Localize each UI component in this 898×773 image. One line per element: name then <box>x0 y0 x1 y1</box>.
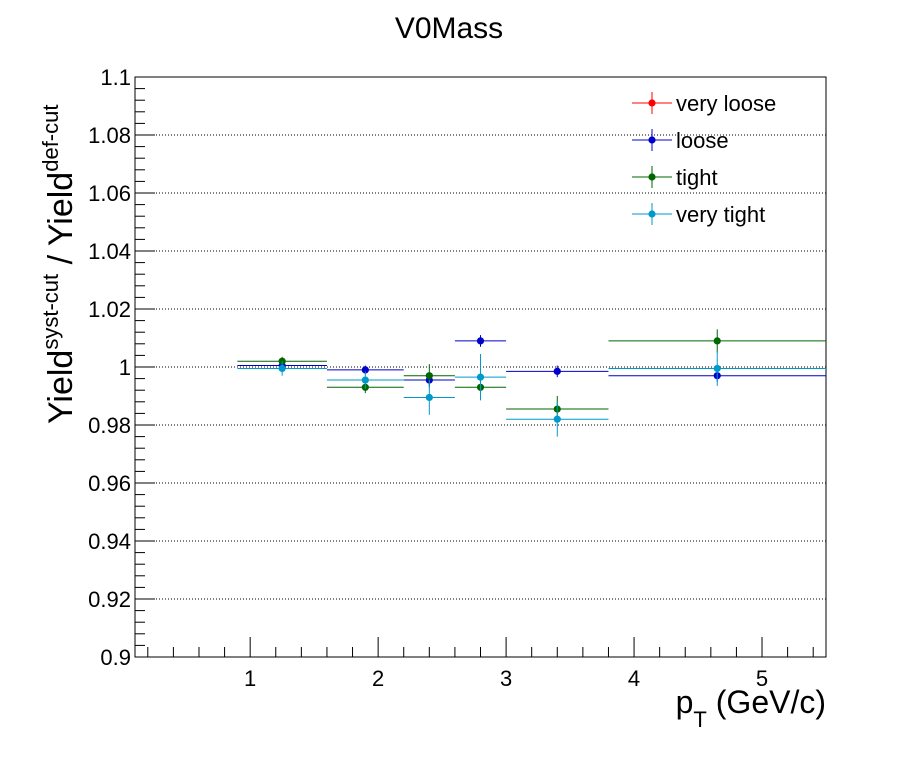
series-loose <box>237 335 826 386</box>
legend-marker <box>648 210 656 218</box>
y-tick-label: 1.04 <box>88 239 131 264</box>
data-point <box>553 367 561 375</box>
legend-label: very loose <box>676 91 776 116</box>
data-point <box>361 376 369 384</box>
data-point <box>476 337 485 345</box>
y-axis-label-b-sup: def-cut <box>38 105 63 172</box>
y-tick-label: 1.08 <box>88 123 131 148</box>
x-tick-label: 5 <box>756 666 768 691</box>
x-tick-label: 2 <box>372 666 384 691</box>
data-point <box>425 393 433 402</box>
svg-text:pT (GeV/c): pT (GeV/c) <box>676 684 826 732</box>
y-tick-label: 1.02 <box>88 297 131 322</box>
y-tick-label: 0.98 <box>88 413 131 438</box>
y-tick-label: 1 <box>119 355 131 380</box>
y-tick-label: 0.96 <box>88 471 131 496</box>
x-axis-ticks: 1 2 3 4 5 <box>147 637 814 691</box>
x-tick-label: 4 <box>628 666 640 691</box>
legend-label: loose <box>676 128 729 153</box>
x-axis-label-sub: T <box>693 707 706 732</box>
y-tick-label: 1.1 <box>100 65 131 90</box>
x-tick-label: 3 <box>500 666 512 691</box>
data-point <box>476 373 485 381</box>
x-tick-label: 1 <box>244 666 256 691</box>
legend-entry: very tight <box>632 202 765 227</box>
y-axis-label-a-sup: syst-cut <box>38 274 63 350</box>
data-point <box>425 372 433 380</box>
legend-marker <box>648 99 656 107</box>
y-tick-label: 1.06 <box>88 181 131 206</box>
series-very-tight <box>237 351 826 437</box>
legend-marker <box>648 173 656 181</box>
legend-entry: very loose <box>632 91 776 116</box>
legend: very loose loose tight very tight <box>632 91 776 227</box>
data-point <box>361 366 369 374</box>
data-series <box>237 329 826 437</box>
y-axis-ticks: 0.9 0.92 0.94 0.96 0.98 1 1.02 1.04 1.06 1.08 1.1 <box>88 65 155 670</box>
y-tick-label: 0.92 <box>88 587 131 612</box>
y-axis-label-a: Yield <box>42 350 80 424</box>
legend-label: very tight <box>676 202 765 227</box>
y-tick-label: 0.94 <box>88 529 131 554</box>
legend-entry: tight <box>632 165 718 190</box>
data-point <box>278 364 286 373</box>
legend-marker <box>648 136 656 144</box>
legend-label: tight <box>676 165 718 190</box>
legend-entry: loose <box>632 128 729 153</box>
x-axis-label-main: p <box>676 684 694 720</box>
x-axis-label: pT (GeV/c) <box>676 684 826 732</box>
svg-text:Yieldsyst-cut / Yielddef-cut: Yieldsyst-cut / Yielddef-cut <box>38 105 80 424</box>
data-point <box>713 337 721 345</box>
x-axis-label-rest: (GeV/c) <box>707 684 826 720</box>
y-axis-label: Yieldsyst-cut / Yielddef-cut <box>38 105 80 424</box>
y-tick-label: 0.9 <box>100 645 131 670</box>
data-point <box>553 415 561 423</box>
data-point <box>713 364 721 373</box>
chart-title: V0Mass <box>395 12 503 45</box>
y-axis-label-b: / Yield <box>42 172 80 274</box>
